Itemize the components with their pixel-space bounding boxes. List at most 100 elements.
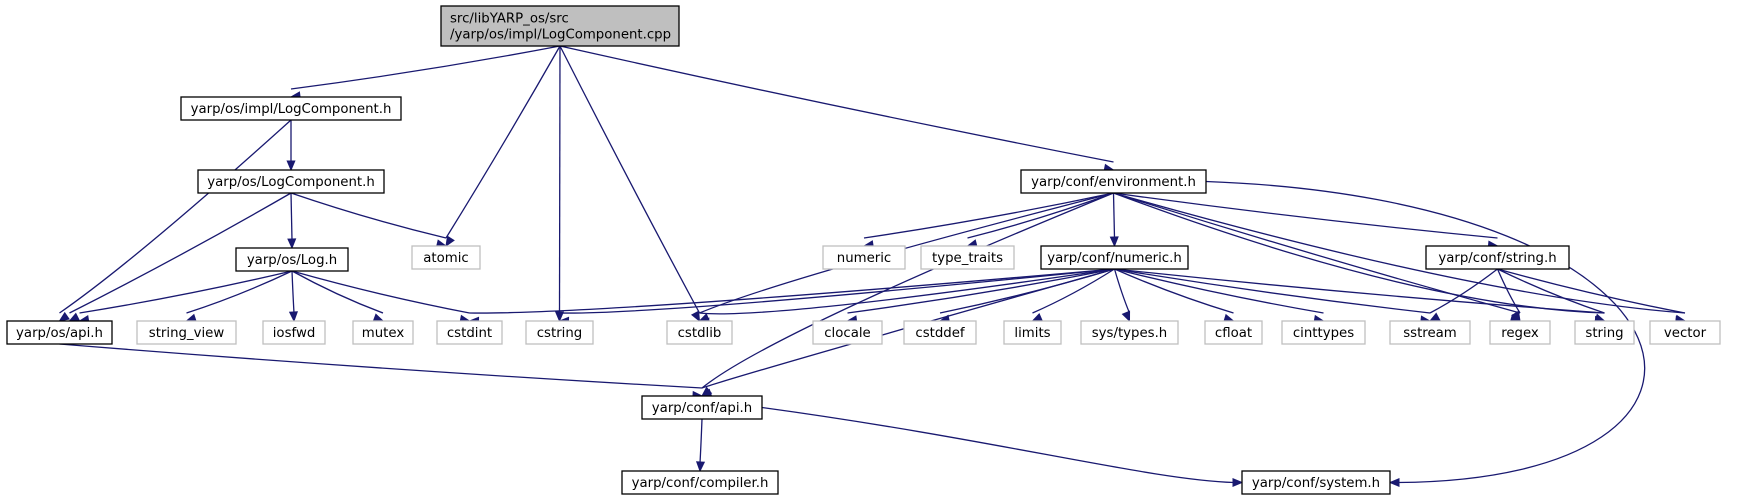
edge-os_api-to-conf_api xyxy=(59,343,703,389)
node-os-logcomp[interactable]: yarp/os/LogComponent.h xyxy=(197,169,385,194)
edge-os_logcomp-to-os_api xyxy=(69,192,292,314)
node-box xyxy=(352,320,414,345)
node-cstddef: cstddef xyxy=(903,320,977,345)
node-vector: vector xyxy=(1649,320,1721,345)
edge-conf_string-to-string xyxy=(1497,268,1605,314)
node-label: yarp/os/impl/LogComponent.h xyxy=(191,102,392,117)
arrowhead-impl_logcomp-to-os_logcomp xyxy=(286,160,296,172)
node-box xyxy=(436,320,503,345)
node-conf-numeric[interactable]: yarp/conf/numeric.h xyxy=(1040,245,1189,270)
node-label: cstdlib xyxy=(678,326,722,341)
node-box xyxy=(822,245,906,270)
arrowhead-root-to-atomic xyxy=(445,235,455,248)
node-conf-api[interactable]: yarp/conf/api.h xyxy=(641,395,763,420)
node-box xyxy=(1020,169,1207,194)
node-box xyxy=(641,395,763,420)
edge-conf_numeric-to-cstring xyxy=(559,268,1115,314)
node-box xyxy=(903,320,977,345)
edge-conf_numeric-to-cstdint xyxy=(469,268,1115,314)
edge-env-to-conf_string xyxy=(1113,192,1498,239)
node-box xyxy=(1080,320,1179,345)
node-label: yarp/conf/system.h xyxy=(1252,476,1380,491)
edge-root-to-cstdlib xyxy=(559,45,701,314)
node-conf-system[interactable]: yarp/conf/system.h xyxy=(1241,470,1391,495)
node-env[interactable]: yarp/conf/environment.h xyxy=(1020,169,1207,194)
node-os-api[interactable]: yarp/os/api.h xyxy=(6,320,113,345)
node-box xyxy=(262,320,326,345)
node-cstdint: cstdint xyxy=(436,320,503,345)
node-box xyxy=(1281,320,1366,345)
node-box xyxy=(1649,320,1721,345)
node-label: numeric xyxy=(837,251,891,266)
nodes-layer: src/libYARP_os/src/yarp/os/impl/LogCompo… xyxy=(6,5,1721,495)
node-conf-string[interactable]: yarp/conf/string.h xyxy=(1425,245,1570,270)
node-os-log[interactable]: yarp/os/Log.h xyxy=(235,247,349,272)
node-regex: regex xyxy=(1489,320,1551,345)
node-label: cstring xyxy=(537,326,582,341)
edge-env-to-conf_numeric xyxy=(1112,192,1116,239)
edge-conf_string-to-sstream xyxy=(1429,268,1498,314)
node-label: cfloat xyxy=(1215,326,1252,341)
node-box xyxy=(1425,245,1570,270)
node-box xyxy=(440,5,680,47)
node-label: regex xyxy=(1501,326,1539,341)
node-box xyxy=(812,320,883,345)
node-cstring: cstring xyxy=(525,320,594,345)
node-box xyxy=(1489,320,1551,345)
node-box xyxy=(1241,470,1391,495)
node-label: string xyxy=(1585,326,1623,341)
edge-conf_numeric-to-sys_types xyxy=(1113,268,1131,314)
edge-conf_numeric-to-string xyxy=(1114,268,1605,314)
node-label: sys/types.h xyxy=(1092,326,1168,341)
node-box xyxy=(136,320,237,345)
arrowhead-conf_string-to-sstream xyxy=(1428,312,1441,322)
node-label: cstddef xyxy=(915,326,965,341)
arrowhead-conf_api-to-conf_system xyxy=(1232,477,1244,488)
node-label: limits xyxy=(1014,326,1050,341)
node-label: cinttypes xyxy=(1293,326,1354,341)
node-iosfwd: iosfwd xyxy=(262,320,326,345)
edge-env-to-regex xyxy=(1113,192,1521,314)
node-label: clocale xyxy=(824,326,870,341)
edge-conf_numeric-to-limits xyxy=(1032,268,1115,314)
edge-conf_api-to-conf_compiler xyxy=(699,418,703,464)
node-string: string xyxy=(1574,320,1635,345)
edge-os_log-to-string_view xyxy=(186,270,293,314)
node-label: src/libYARP_os/src xyxy=(450,12,569,27)
node-label: string_view xyxy=(149,326,225,341)
arrowhead-os_logcomp-to-os_log xyxy=(287,238,297,250)
edge-impl_logcomp-to-os_api xyxy=(59,119,292,314)
node-cfloat: cfloat xyxy=(1204,320,1263,345)
node-box xyxy=(621,470,779,495)
edge-conf_numeric-to-cstdlib xyxy=(699,268,1115,315)
node-box xyxy=(6,320,113,345)
node-impl-logcomp[interactable]: yarp/os/impl/LogComponent.h xyxy=(180,96,402,121)
edge-env-to-conf_api xyxy=(701,192,1114,389)
node-limits: limits xyxy=(1003,320,1062,345)
edge-os_log-to-mutex xyxy=(291,270,384,314)
node-root[interactable]: src/libYARP_os/src/yarp/os/impl/LogCompo… xyxy=(440,5,680,47)
arrowhead-conf_string-to-regex xyxy=(1511,310,1521,323)
node-box xyxy=(411,245,481,270)
node-mutex: mutex xyxy=(352,320,414,345)
edge-conf_numeric-to-clocale xyxy=(847,268,1115,314)
edge-conf_numeric-to-cstddef xyxy=(939,268,1115,314)
node-label: vector xyxy=(1664,326,1707,341)
edges-layer xyxy=(58,45,1687,488)
edge-conf_string-to-regex xyxy=(1496,268,1521,314)
node-label: type_traits xyxy=(932,251,1003,266)
node-box xyxy=(1574,320,1635,345)
arrowhead-os_logcomp-to-os_api xyxy=(68,312,81,322)
node-label: yarp/conf/compiler.h xyxy=(632,476,769,491)
edge-root-to-cstring xyxy=(558,45,561,314)
node-sys-types: sys/types.h xyxy=(1080,320,1179,345)
arrowhead-conf_numeric-to-sys_types xyxy=(1121,310,1131,323)
node-label: iosfwd xyxy=(273,326,316,341)
node-conf-compiler[interactable]: yarp/conf/compiler.h xyxy=(621,470,779,495)
node-cinttypes: cinttypes xyxy=(1281,320,1366,345)
arrowhead-env-to-conf_numeric xyxy=(1109,236,1119,248)
edge-os_log-to-cstdint xyxy=(291,270,470,314)
node-label: yarp/conf/api.h xyxy=(652,401,752,416)
node-label: yarp/conf/string.h xyxy=(1438,251,1556,266)
